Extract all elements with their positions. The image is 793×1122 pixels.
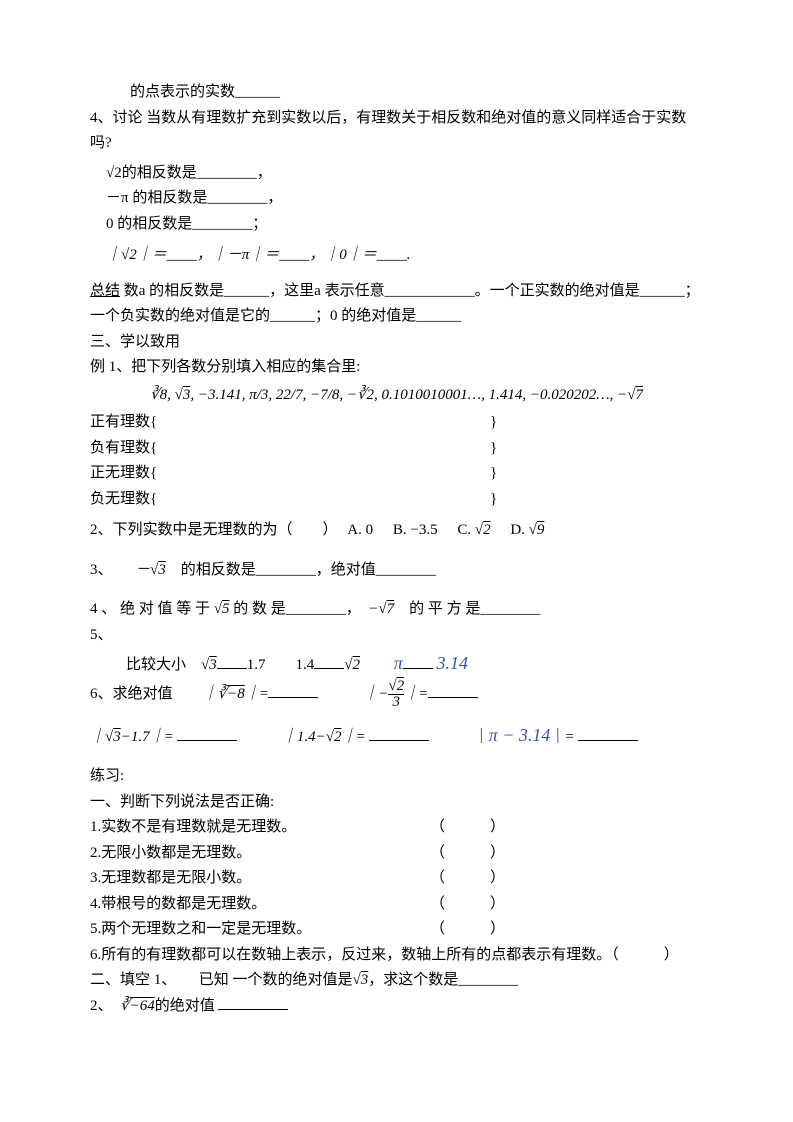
- q5-line: 比较大小 √31.7 1.4√2 π 3.14: [90, 648, 703, 679]
- tf1-p: （ ）: [430, 815, 505, 841]
- set-pos-irr-l: 正无理数{: [90, 461, 490, 487]
- set-pos-rat-l: 正有理数{: [90, 410, 490, 436]
- section-3: 三、学以致用: [90, 330, 703, 356]
- q5-314: 3.14: [437, 653, 469, 673]
- tf2: 2.无限小数都是无理数。: [90, 841, 430, 867]
- q4-intro: 4、讨论 当数从有理数扩充到实数以后，有理数关于相反数和绝对值的意义同样适合于实…: [90, 106, 703, 157]
- q2-d: D. √9: [494, 522, 544, 538]
- q6b-line: ｜√3−1.7｜= ｜1.4−√2｜= ｜π − 3.14｜=: [90, 710, 703, 751]
- q5-pi: π: [394, 653, 403, 673]
- q2-line: 2、下列实数中是无理数的为（ ） A. 0 B. −3.5 C. √2 D. √…: [90, 512, 703, 544]
- tf5: 5.两个无理数之和一定是无理数。: [90, 917, 430, 943]
- zongjie-block: 总结 数a 的相反数是______，这里a 表示任意____________。一…: [90, 269, 703, 330]
- set-neg-rat-l: 负有理数{: [90, 436, 490, 462]
- q2-b: B. −3.5: [377, 522, 438, 538]
- q3-line: 3、 －√3 的相反数是________，绝对值________: [90, 544, 703, 584]
- fill-2: 2、 ∛−64的绝对值: [90, 994, 703, 1020]
- tf2-p: （ ）: [430, 841, 505, 867]
- tf3-p: （ ）: [430, 866, 505, 892]
- tf1: 1.实数不是有理数就是无理数。: [90, 815, 430, 841]
- tf5-p: （ ）: [430, 917, 505, 943]
- set-neg-rat-r: }: [490, 436, 497, 462]
- top-fragment: 的点表示的实数______: [90, 80, 703, 106]
- line-opp-sqrt2: √2的相反数是________，: [106, 161, 703, 187]
- lianxi-label: 练习:: [90, 750, 703, 790]
- set-pos-irr-r: }: [490, 461, 497, 487]
- set-pos-rat-r: }: [490, 410, 497, 436]
- sets-block: 正有理数{} 负有理数{} 正无理数{} 负无理数{}: [90, 410, 703, 512]
- line-opp-negpi: －π 的相反数是________，: [106, 186, 703, 212]
- tf-head: 一、判断下列说法是否正确:: [90, 790, 703, 816]
- tf4: 4.带根号的数都是无理数。: [90, 892, 430, 918]
- q6b-pi: π − 3.14: [489, 725, 551, 745]
- q2-text: 2、下列实数中是无理数的为（ ）: [90, 522, 338, 538]
- ex1-numbers: ∛8, √3, −3.141, π/3, 22/7, −7/8, −∛2, 0.…: [90, 381, 703, 411]
- zongjie-label: 总结: [90, 283, 120, 299]
- ex1-label: 例 1、把下列各数分别填入相应的集合里:: [90, 355, 703, 381]
- tf3: 3.无理数都是无限小数。: [90, 866, 430, 892]
- line-opp-zero: 0 的相反数是________；: [106, 212, 703, 238]
- q5-label: 5、: [90, 623, 703, 649]
- set-neg-irr-l: 负无理数{: [90, 487, 490, 513]
- tf6: 6.所有的有理数都可以在数轴上表示，反过来，数轴上所有的点都表示有理数。（ ）: [90, 943, 703, 969]
- fill-1: 二、填空 1、 已知 一个数的绝对值是√3，求这个数是________: [90, 968, 703, 994]
- q2-a: A. 0: [341, 522, 373, 538]
- q2-c: C. √2: [441, 522, 490, 538]
- tf4-p: （ ）: [430, 892, 505, 918]
- worksheet-page: 的点表示的实数______ 4、讨论 当数从有理数扩充到实数以后，有理数关于相反…: [0, 0, 793, 1122]
- zongjie-text: 数a 的相反数是______，这里a 表示任意____________。一个正实…: [90, 283, 700, 325]
- q4b-line: 4 、 绝 对 值 等 于 √5 的 数 是________， −√7 的 平 …: [90, 583, 703, 623]
- q6-line: 6、求绝对值 ｜∛−8｜= ｜−√23｜=: [90, 679, 703, 710]
- set-neg-irr-r: }: [490, 487, 497, 513]
- line-abs: ｜√2｜＝____，｜－π｜＝____，｜0｜＝____.: [106, 237, 703, 269]
